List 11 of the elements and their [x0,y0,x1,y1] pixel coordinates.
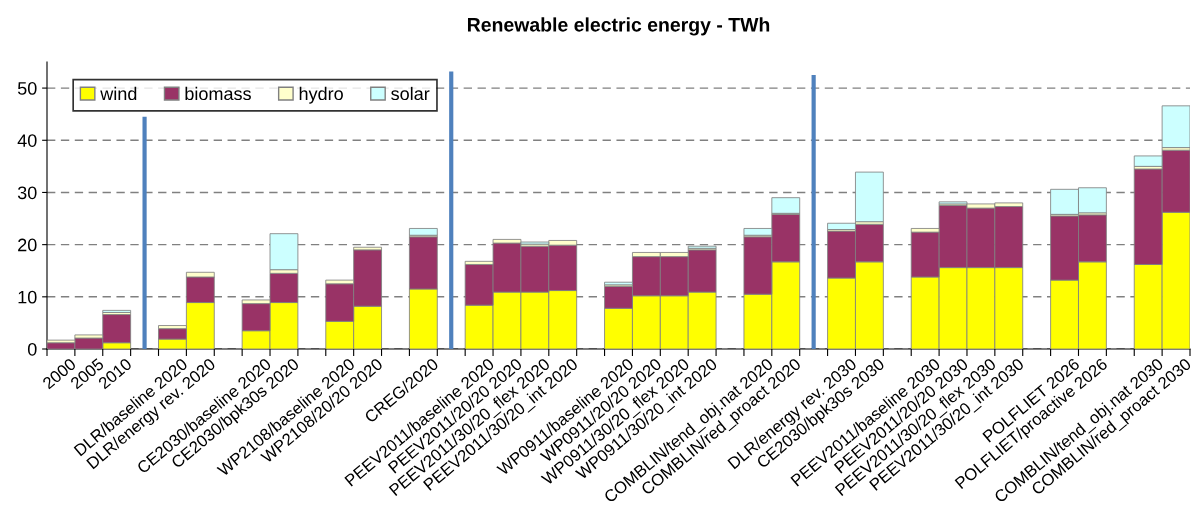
legend-label: solar [391,86,430,101]
chart-title: Renewable electric energy - TWh [467,17,770,36]
y-tick-label: 10 [18,290,37,304]
y-tick-label: 0 [27,342,37,356]
legend-label: hydro [299,86,343,104]
y-tick-label: 30 [17,186,37,200]
y-tick-label: 40 [17,134,37,147]
legend-label: biomass [185,86,251,101]
y-tick-label: 20 [18,238,37,252]
y-tick-label: 50 [17,82,37,95]
legend-label: wind [100,86,137,101]
